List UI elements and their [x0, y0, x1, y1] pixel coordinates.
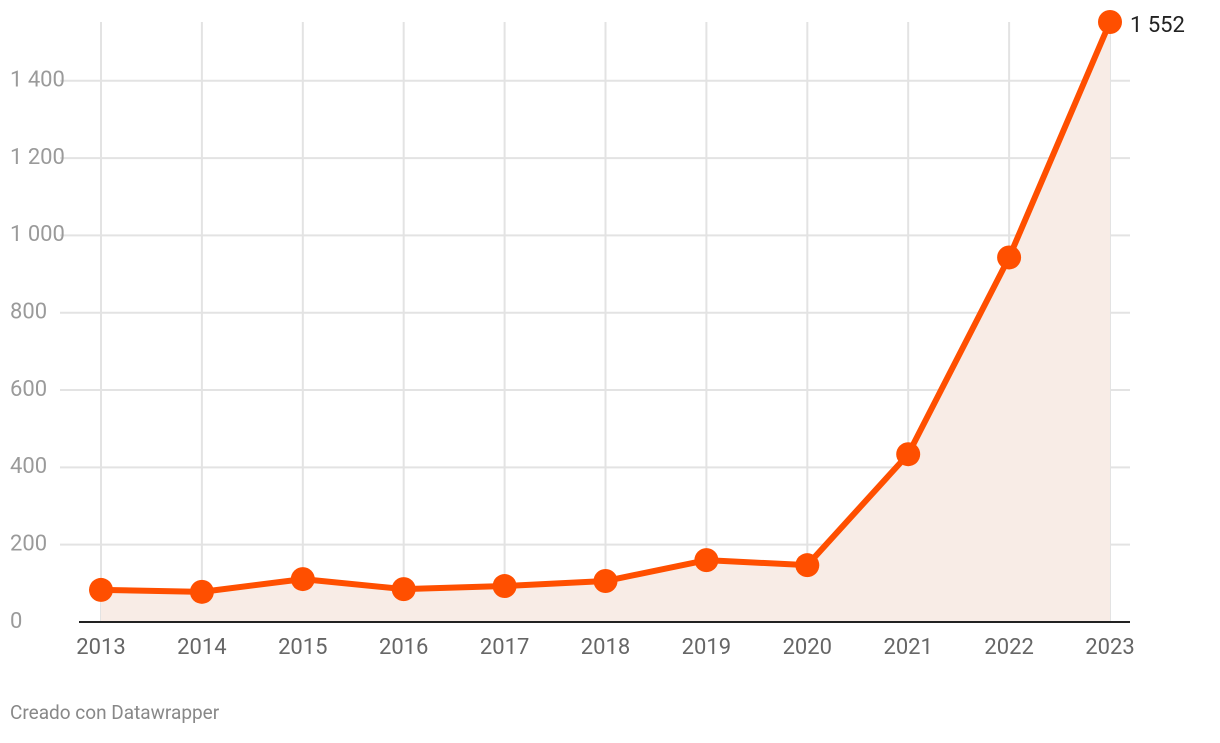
point: [795, 553, 820, 578]
point: [694, 548, 719, 573]
y-tick-label: 600: [10, 377, 47, 402]
x-tick-label: 2015: [278, 635, 327, 660]
point: [290, 567, 315, 592]
y-tick-label: 200: [10, 531, 47, 556]
area: [101, 22, 1110, 622]
x-tick-label: 2013: [76, 635, 125, 660]
x-tick-label: 2020: [783, 635, 832, 660]
point: [492, 574, 517, 599]
point: [189, 579, 214, 604]
x-tick-label: 2017: [480, 635, 529, 660]
point: [391, 577, 416, 602]
point: [593, 569, 618, 594]
y-tick-label: 1 000: [10, 222, 65, 247]
y-tick-label: 800: [10, 300, 47, 325]
x-tick-label: 2016: [379, 635, 428, 660]
point: [896, 442, 921, 467]
y-tick-label: 0: [10, 609, 22, 634]
value-label: 1 552: [1130, 13, 1185, 38]
x-tick-label: 2022: [984, 635, 1033, 660]
x-tick-label: 2021: [883, 635, 932, 660]
x-tick-label: 2023: [1085, 635, 1134, 660]
y-tick-label: 1 400: [10, 68, 65, 93]
x-tick-label: 2014: [177, 635, 226, 660]
point: [1098, 10, 1122, 34]
point: [997, 245, 1022, 270]
x-tick-label: 2018: [581, 635, 630, 660]
y-tick-label: 1 200: [10, 145, 65, 170]
credit: Creado con Datawrapper: [10, 701, 220, 724]
point: [89, 577, 113, 602]
y-tick-label: 400: [10, 454, 47, 479]
x-tick-label: 2019: [682, 635, 731, 660]
